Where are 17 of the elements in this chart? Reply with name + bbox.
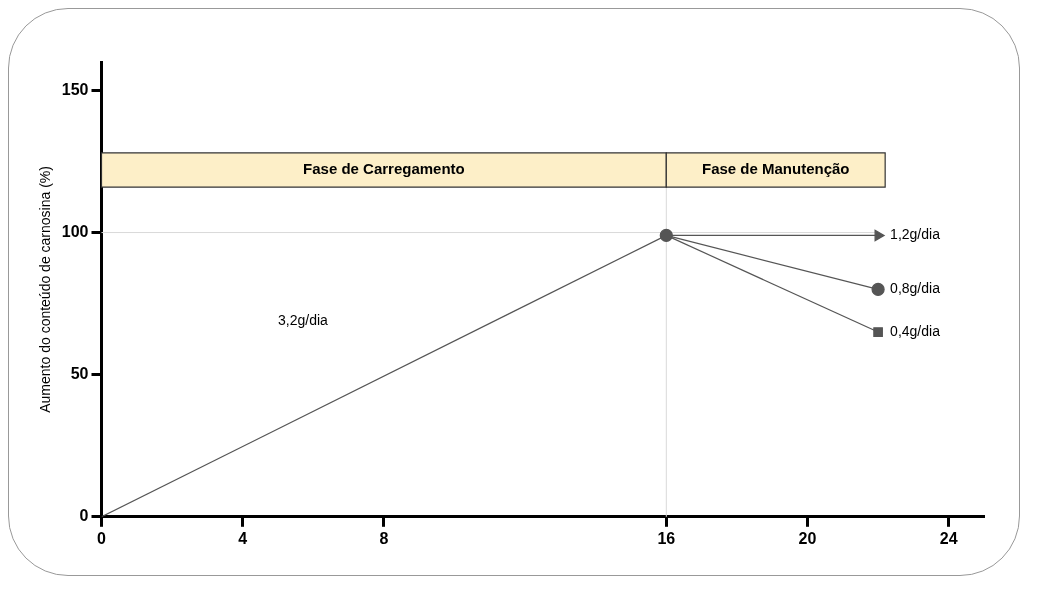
x-tick-label: 24 — [939, 529, 958, 547]
y-tick-label: 0 — [79, 507, 89, 525]
annotation: 3,2g/dia — [278, 312, 329, 329]
x-tick-label: 20 — [798, 529, 817, 547]
series-label: 1,2g/dia — [890, 226, 941, 243]
y-tick-label: 50 — [70, 365, 89, 383]
x-tick-label: 16 — [657, 529, 676, 547]
x-tick-label: 4 — [238, 529, 248, 547]
series-label: 0,8g/dia — [890, 280, 941, 297]
x-tick-label: 8 — [379, 529, 389, 547]
x-tick-label: 0 — [97, 529, 107, 547]
y-tick-label: 150 — [61, 80, 89, 98]
y-tick-label: 100 — [61, 222, 89, 240]
y-axis-title: Aumento do conteúdo de carnosina (%) — [37, 166, 54, 413]
series-label: 0,4g/dia — [890, 322, 941, 339]
band-label: Fase de Carregamento — [303, 160, 465, 178]
band-label: Fase de Manutenção — [701, 160, 850, 178]
